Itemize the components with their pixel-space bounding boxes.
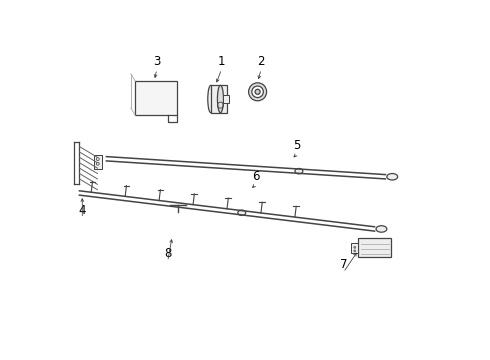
Text: 5: 5 [294, 139, 301, 152]
Circle shape [255, 89, 260, 94]
Circle shape [252, 86, 263, 98]
Bar [211, 85, 227, 113]
Ellipse shape [208, 85, 214, 113]
Text: 4: 4 [78, 204, 86, 217]
Bar [351, 243, 358, 253]
Text: 7: 7 [340, 258, 347, 271]
Bar [94, 155, 102, 169]
Ellipse shape [295, 168, 303, 174]
Bar [135, 81, 176, 115]
Ellipse shape [238, 210, 245, 215]
Text: 3: 3 [153, 55, 161, 68]
Bar [358, 238, 391, 257]
Text: 1: 1 [218, 55, 225, 68]
Text: 8: 8 [164, 247, 171, 260]
Text: 6: 6 [252, 170, 260, 183]
Circle shape [354, 250, 356, 252]
Ellipse shape [218, 85, 223, 113]
Text: 2: 2 [257, 55, 265, 68]
Bar [222, 95, 229, 103]
Ellipse shape [387, 174, 398, 180]
Circle shape [248, 83, 267, 101]
Ellipse shape [376, 226, 387, 232]
Circle shape [354, 246, 356, 248]
